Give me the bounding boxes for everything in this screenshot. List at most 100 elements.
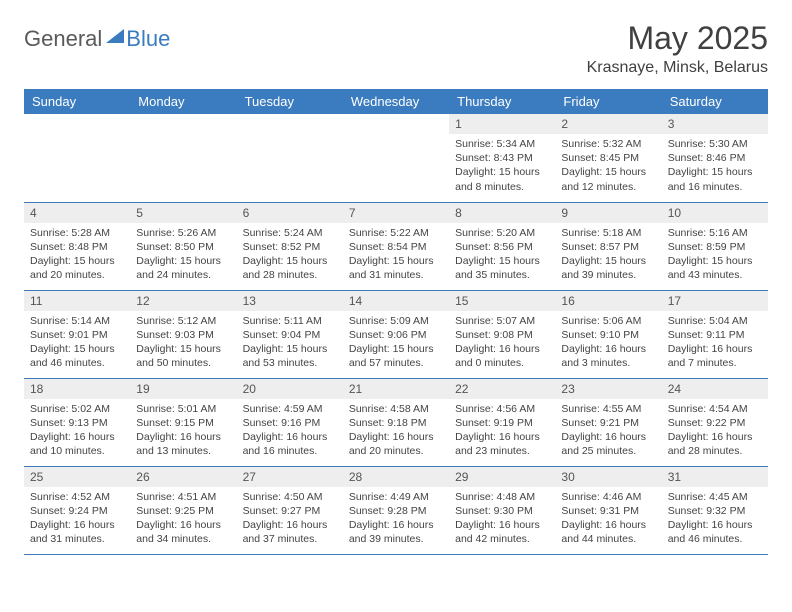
day-info: Sunrise: 5:30 AMSunset: 8:46 PMDaylight:… [662, 134, 768, 200]
sunset-text: Sunset: 8:48 PM [30, 240, 124, 254]
day-number: 9 [555, 203, 661, 223]
daylight-text: Daylight: 16 hours and 10 minutes. [30, 430, 124, 458]
day-cell: 17Sunrise: 5:04 AMSunset: 9:11 PMDayligh… [662, 290, 768, 378]
logo-text-general: General [24, 26, 102, 52]
sunrise-text: Sunrise: 5:18 AM [561, 226, 655, 240]
day-info: Sunrise: 5:07 AMSunset: 9:08 PMDaylight:… [449, 311, 555, 377]
day-cell: 7Sunrise: 5:22 AMSunset: 8:54 PMDaylight… [343, 202, 449, 290]
daylight-text: Daylight: 15 hours and 43 minutes. [668, 254, 762, 282]
daylight-text: Daylight: 16 hours and 31 minutes. [30, 518, 124, 546]
day-info: Sunrise: 5:06 AMSunset: 9:10 PMDaylight:… [555, 311, 661, 377]
day-number: 28 [343, 467, 449, 487]
day-number: 21 [343, 379, 449, 399]
day-number: 10 [662, 203, 768, 223]
sunset-text: Sunset: 9:31 PM [561, 504, 655, 518]
sunrise-text: Sunrise: 4:46 AM [561, 490, 655, 504]
sunrise-text: Sunrise: 5:30 AM [668, 137, 762, 151]
day-info: Sunrise: 4:55 AMSunset: 9:21 PMDaylight:… [555, 399, 661, 465]
day-number: 25 [24, 467, 130, 487]
sunrise-text: Sunrise: 4:49 AM [349, 490, 443, 504]
day-cell: 31Sunrise: 4:45 AMSunset: 9:32 PMDayligh… [662, 466, 768, 554]
day-cell [237, 114, 343, 202]
sunset-text: Sunset: 9:08 PM [455, 328, 549, 342]
sunset-text: Sunset: 9:13 PM [30, 416, 124, 430]
sunrise-text: Sunrise: 5:02 AM [30, 402, 124, 416]
daylight-text: Daylight: 15 hours and 20 minutes. [30, 254, 124, 282]
location: Krasnaye, Minsk, Belarus [587, 59, 768, 77]
day-info: Sunrise: 4:56 AMSunset: 9:19 PMDaylight:… [449, 399, 555, 465]
day-number: 19 [130, 379, 236, 399]
day-cell: 2Sunrise: 5:32 AMSunset: 8:45 PMDaylight… [555, 114, 661, 202]
col-monday: Monday [130, 89, 236, 114]
sunrise-text: Sunrise: 5:04 AM [668, 314, 762, 328]
sunrise-text: Sunrise: 5:20 AM [455, 226, 549, 240]
day-cell [130, 114, 236, 202]
day-cell: 30Sunrise: 4:46 AMSunset: 9:31 PMDayligh… [555, 466, 661, 554]
sunrise-text: Sunrise: 4:51 AM [136, 490, 230, 504]
day-cell: 22Sunrise: 4:56 AMSunset: 9:19 PMDayligh… [449, 378, 555, 466]
day-cell: 14Sunrise: 5:09 AMSunset: 9:06 PMDayligh… [343, 290, 449, 378]
daylight-text: Daylight: 16 hours and 46 minutes. [668, 518, 762, 546]
sunset-text: Sunset: 9:25 PM [136, 504, 230, 518]
day-header-row: Sunday Monday Tuesday Wednesday Thursday… [24, 89, 768, 114]
day-info: Sunrise: 4:45 AMSunset: 9:32 PMDaylight:… [662, 487, 768, 553]
day-info: Sunrise: 5:26 AMSunset: 8:50 PMDaylight:… [130, 223, 236, 289]
daylight-text: Daylight: 16 hours and 28 minutes. [668, 430, 762, 458]
logo: General Blue [24, 20, 170, 52]
title-block: May 2025 Krasnaye, Minsk, Belarus [587, 20, 768, 77]
daylight-text: Daylight: 15 hours and 28 minutes. [243, 254, 337, 282]
sunrise-text: Sunrise: 4:58 AM [349, 402, 443, 416]
daylight-text: Daylight: 15 hours and 31 minutes. [349, 254, 443, 282]
day-cell: 26Sunrise: 4:51 AMSunset: 9:25 PMDayligh… [130, 466, 236, 554]
daylight-text: Daylight: 15 hours and 8 minutes. [455, 165, 549, 193]
col-friday: Friday [555, 89, 661, 114]
sunset-text: Sunset: 9:04 PM [243, 328, 337, 342]
sunrise-text: Sunrise: 5:01 AM [136, 402, 230, 416]
week-row: 1Sunrise: 5:34 AMSunset: 8:43 PMDaylight… [24, 114, 768, 202]
header: General Blue May 2025 Krasnaye, Minsk, B… [24, 20, 768, 77]
day-cell: 5Sunrise: 5:26 AMSunset: 8:50 PMDaylight… [130, 202, 236, 290]
sunrise-text: Sunrise: 5:32 AM [561, 137, 655, 151]
day-info: Sunrise: 5:22 AMSunset: 8:54 PMDaylight:… [343, 223, 449, 289]
daylight-text: Daylight: 15 hours and 50 minutes. [136, 342, 230, 370]
col-wednesday: Wednesday [343, 89, 449, 114]
day-cell: 18Sunrise: 5:02 AMSunset: 9:13 PMDayligh… [24, 378, 130, 466]
col-thursday: Thursday [449, 89, 555, 114]
col-tuesday: Tuesday [237, 89, 343, 114]
day-cell: 3Sunrise: 5:30 AMSunset: 8:46 PMDaylight… [662, 114, 768, 202]
daylight-text: Daylight: 15 hours and 57 minutes. [349, 342, 443, 370]
day-cell: 16Sunrise: 5:06 AMSunset: 9:10 PMDayligh… [555, 290, 661, 378]
sunset-text: Sunset: 8:43 PM [455, 151, 549, 165]
sunrise-text: Sunrise: 5:11 AM [243, 314, 337, 328]
day-info: Sunrise: 4:59 AMSunset: 9:16 PMDaylight:… [237, 399, 343, 465]
sunrise-text: Sunrise: 4:45 AM [668, 490, 762, 504]
week-row: 4Sunrise: 5:28 AMSunset: 8:48 PMDaylight… [24, 202, 768, 290]
day-cell: 19Sunrise: 5:01 AMSunset: 9:15 PMDayligh… [130, 378, 236, 466]
day-info: Sunrise: 4:58 AMSunset: 9:18 PMDaylight:… [343, 399, 449, 465]
day-cell: 4Sunrise: 5:28 AMSunset: 8:48 PMDaylight… [24, 202, 130, 290]
day-info: Sunrise: 4:51 AMSunset: 9:25 PMDaylight:… [130, 487, 236, 553]
sunset-text: Sunset: 8:57 PM [561, 240, 655, 254]
col-sunday: Sunday [24, 89, 130, 114]
sunrise-text: Sunrise: 5:06 AM [561, 314, 655, 328]
day-number: 2 [555, 114, 661, 134]
day-info: Sunrise: 4:54 AMSunset: 9:22 PMDaylight:… [662, 399, 768, 465]
sunset-text: Sunset: 9:11 PM [668, 328, 762, 342]
day-number: 20 [237, 379, 343, 399]
sunrise-text: Sunrise: 5:34 AM [455, 137, 549, 151]
day-cell: 23Sunrise: 4:55 AMSunset: 9:21 PMDayligh… [555, 378, 661, 466]
daylight-text: Daylight: 15 hours and 16 minutes. [668, 165, 762, 193]
daylight-text: Daylight: 15 hours and 35 minutes. [455, 254, 549, 282]
day-cell: 10Sunrise: 5:16 AMSunset: 8:59 PMDayligh… [662, 202, 768, 290]
day-info: Sunrise: 5:16 AMSunset: 8:59 PMDaylight:… [662, 223, 768, 289]
day-info: Sunrise: 5:14 AMSunset: 9:01 PMDaylight:… [24, 311, 130, 377]
sunset-text: Sunset: 9:18 PM [349, 416, 443, 430]
daylight-text: Daylight: 16 hours and 34 minutes. [136, 518, 230, 546]
day-info: Sunrise: 5:09 AMSunset: 9:06 PMDaylight:… [343, 311, 449, 377]
sunrise-text: Sunrise: 4:55 AM [561, 402, 655, 416]
day-number: 16 [555, 291, 661, 311]
calendar-body: 1Sunrise: 5:34 AMSunset: 8:43 PMDaylight… [24, 114, 768, 554]
sunrise-text: Sunrise: 5:28 AM [30, 226, 124, 240]
daylight-text: Daylight: 15 hours and 53 minutes. [243, 342, 337, 370]
week-row: 11Sunrise: 5:14 AMSunset: 9:01 PMDayligh… [24, 290, 768, 378]
